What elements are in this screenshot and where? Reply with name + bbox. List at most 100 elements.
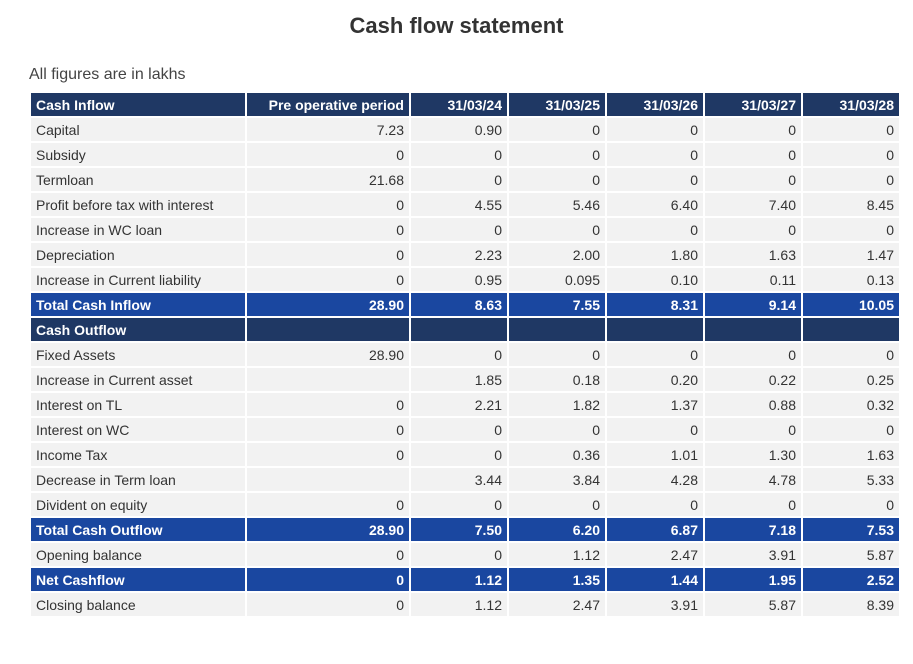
total-outflow-row: Total Cash Outflow 28.90 7.50 6.20 6.87 7.18 7… (31, 518, 899, 541)
cell-fy25: 0 (509, 493, 605, 516)
cell-fy27: 7.18 (705, 518, 801, 541)
cell-label: Opening balance (31, 543, 245, 566)
cell-fy28: 31/03/28 (803, 93, 899, 116)
cell-pre-operative: 28.90 (247, 293, 409, 316)
cell-fy24: 0 (411, 443, 507, 466)
cell-fy27: 0 (705, 418, 801, 441)
cell-fy28: 0.25 (803, 368, 899, 391)
cell-fy25: 0 (509, 418, 605, 441)
cell-fy26: 0 (607, 143, 703, 166)
opening-balance-row: Opening balance 0 0 1.12 2.47 3.91 5.87 (31, 543, 899, 566)
table-row: Increase in Current asset 1.85 0.18 0.20 0.2… (31, 368, 899, 391)
cell-fy27: 1.95 (705, 568, 801, 591)
cell-fy26: 6.87 (607, 518, 703, 541)
cell-pre-operative: 0 (247, 418, 409, 441)
cell-fy26: 0 (607, 168, 703, 191)
total-inflow-row: Total Cash Inflow 28.90 8.63 7.55 8.31 9.14 10… (31, 293, 899, 316)
cell-label: Decrease in Term loan (31, 468, 245, 491)
cell-fy28: 0 (803, 118, 899, 141)
cell-fy28: 2.52 (803, 568, 899, 591)
cell-fy26: 8.31 (607, 293, 703, 316)
cell-pre-operative (247, 368, 409, 391)
cell-fy25: 0.36 (509, 443, 605, 466)
cell-fy26: 0.20 (607, 368, 703, 391)
cell-label: Fixed Assets (31, 343, 245, 366)
cell-fy27: 0 (705, 118, 801, 141)
cell-fy27: 3.91 (705, 543, 801, 566)
cash-flow-table: Cash Inflow Pre operative period 31/03/24 3… (29, 91, 901, 618)
cell-fy26: 0.10 (607, 268, 703, 291)
table-row: Interest on WC 0 0 0 0 0 0 (31, 418, 899, 441)
cell-fy25: 5.46 (509, 193, 605, 216)
table-row: Termloan 21.68 0 0 0 0 0 (31, 168, 899, 191)
cell-label: Total Cash Inflow (31, 293, 245, 316)
cell-fy28: 0 (803, 493, 899, 516)
table-row: Increase in Current liability 0 0.95 0.095 0… (31, 268, 899, 291)
cell-fy26: 0 (607, 418, 703, 441)
cell-fy26 (607, 318, 703, 341)
cell-fy26: 3.91 (607, 593, 703, 616)
cell-fy26: 1.80 (607, 243, 703, 266)
cell-fy27: 0.88 (705, 393, 801, 416)
cell-fy24: 7.50 (411, 518, 507, 541)
cell-fy24: 0.95 (411, 268, 507, 291)
cell-label: Closing balance (31, 593, 245, 616)
cell-fy28: 10.05 (803, 293, 899, 316)
cell-fy27: 0.11 (705, 268, 801, 291)
cell-label: Capital (31, 118, 245, 141)
cell-fy26: 1.37 (607, 393, 703, 416)
table-row: Decrease in Term loan 3.44 3.84 4.28 4.78 5.3… (31, 468, 899, 491)
cell-pre-operative: 0 (247, 143, 409, 166)
cell-label: Interest on TL (31, 393, 245, 416)
cell-fy25: 2.00 (509, 243, 605, 266)
cell-fy25: 1.82 (509, 393, 605, 416)
cell-pre-operative: 0 (247, 268, 409, 291)
cell-fy28: 1.47 (803, 243, 899, 266)
cell-fy24 (411, 318, 507, 341)
cell-fy25: 0.095 (509, 268, 605, 291)
units-note: All figures are in lakhs (29, 66, 186, 83)
cell-label: Total Cash Outflow (31, 518, 245, 541)
cell-fy27: 1.63 (705, 243, 801, 266)
cell-fy28: 7.53 (803, 518, 899, 541)
cell-fy25: 7.55 (509, 293, 605, 316)
cell-fy27 (705, 318, 801, 341)
cell-fy28: 0.32 (803, 393, 899, 416)
closing-balance-row: Closing balance 0 1.12 2.47 3.91 5.87 8.39 (31, 593, 899, 616)
cell-fy26: 0 (607, 218, 703, 241)
cell-fy24: 0 (411, 168, 507, 191)
table-row: Increase in WC loan 0 0 0 0 0 0 (31, 218, 899, 241)
cell-fy26: 0 (607, 493, 703, 516)
cell-label: Subsidy (31, 143, 245, 166)
cell-fy28: 0 (803, 168, 899, 191)
cell-pre-operative (247, 318, 409, 341)
page-title: Cash flow statement (349, 13, 564, 38)
cell-pre-operative (247, 468, 409, 491)
cell-fy25: 3.84 (509, 468, 605, 491)
table-header-row: Cash Inflow Pre operative period 31/03/24 3… (31, 93, 899, 116)
cell-fy27: 0 (705, 143, 801, 166)
cell-fy27: 0.22 (705, 368, 801, 391)
cell-fy28: 0 (803, 418, 899, 441)
cell-fy28: 0 (803, 143, 899, 166)
cell-pre-operative: 0 (247, 568, 409, 591)
cell-fy27: 5.87 (705, 593, 801, 616)
cell-fy28: 0 (803, 343, 899, 366)
cell-pre-operative: Pre operative period (247, 93, 409, 116)
cell-fy24: 1.12 (411, 593, 507, 616)
cell-pre-operative: 0 (247, 218, 409, 241)
cell-fy27: 9.14 (705, 293, 801, 316)
cell-label: Income Tax (31, 443, 245, 466)
cell-fy24: 8.63 (411, 293, 507, 316)
cell-pre-operative: 21.68 (247, 168, 409, 191)
cell-label: Depreciation (31, 243, 245, 266)
cell-fy25: 0 (509, 218, 605, 241)
table-row: Income Tax 0 0 0.36 1.01 1.30 1.63 (31, 443, 899, 466)
cell-pre-operative: 7.23 (247, 118, 409, 141)
cell-pre-operative: 28.90 (247, 343, 409, 366)
cell-fy27: 31/03/27 (705, 93, 801, 116)
cell-fy24: 4.55 (411, 193, 507, 216)
cell-fy25: 0 (509, 143, 605, 166)
table-row: Fixed Assets 28.90 0 0 0 0 0 (31, 343, 899, 366)
cell-label: Increase in Current asset (31, 368, 245, 391)
